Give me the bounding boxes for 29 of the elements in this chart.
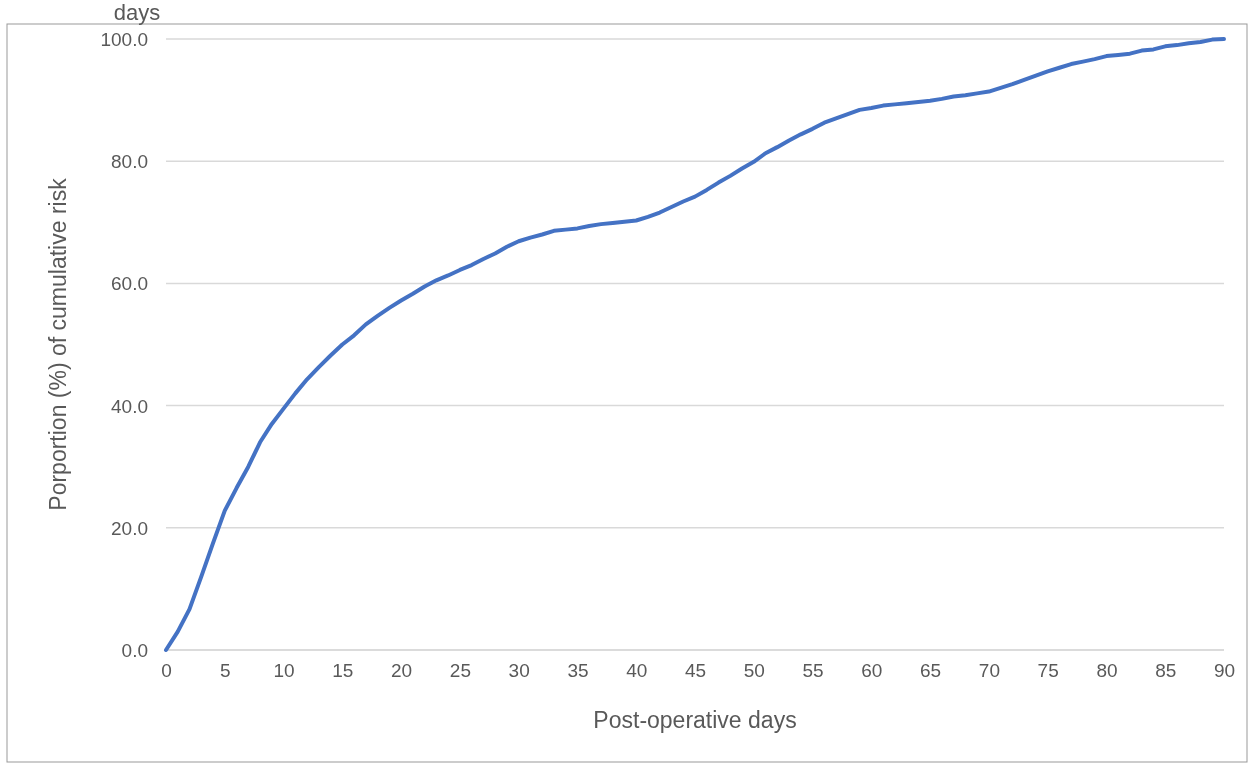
x-tick-label: 70 <box>978 660 1000 682</box>
x-axis-title: Post-operative days <box>593 707 797 733</box>
x-tick-label: 15 <box>332 660 354 682</box>
x-tick-label: 5 <box>219 660 231 682</box>
y-tick-label: 100.0 <box>100 29 148 50</box>
y-tick-label: 40.0 <box>111 395 148 417</box>
x-tick-label: 45 <box>684 660 707 682</box>
y-tick-label: 20.0 <box>111 517 148 539</box>
x-tick-label: 85 <box>1155 660 1177 682</box>
x-tick-label: 55 <box>802 660 824 682</box>
y-tick-label: 0.0 <box>121 640 148 661</box>
x-tick-label: 0 <box>161 660 172 682</box>
x-tick-label: 65 <box>920 660 942 682</box>
y-tick-label: 80.0 <box>111 151 148 173</box>
chart-title: days <box>113 0 161 25</box>
x-tick-label: 20 <box>391 660 413 682</box>
x-tick-label: 60 <box>861 660 883 682</box>
x-tick-label: 35 <box>567 660 589 682</box>
line-series <box>164 37 1226 652</box>
x-tick-label: 80 <box>1096 660 1118 682</box>
x-tick-label: 10 <box>273 660 295 682</box>
x-tick-label: 50 <box>743 660 765 682</box>
x-tick-label: 30 <box>508 660 530 682</box>
x-tick-label: 40 <box>626 660 648 682</box>
y-tick-label: 60.0 <box>111 273 148 295</box>
y-axis-title: Porportion (%) of cumulative risk <box>45 177 71 511</box>
x-tick-label: 25 <box>449 660 471 682</box>
x-tick-label: 90 <box>1213 660 1236 682</box>
x-tick-label: 75 <box>1037 660 1059 682</box>
